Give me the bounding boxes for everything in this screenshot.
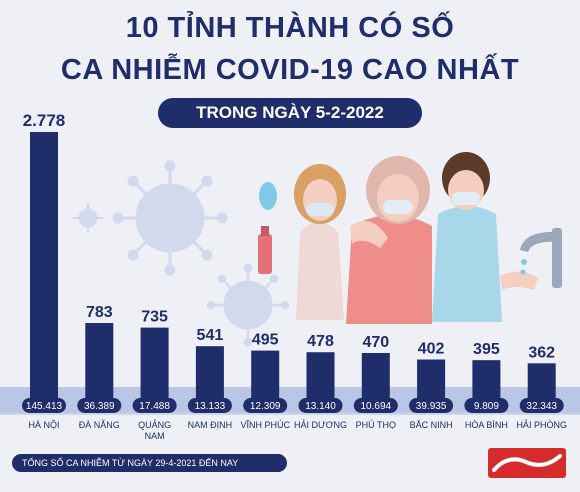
axis-band-shadow (0, 413, 580, 415)
value-label-0: 2.778 (23, 111, 66, 130)
value-label-1: 783 (86, 304, 113, 321)
total-label-7: 39.935 (416, 401, 447, 412)
total-label-4: 12.309 (250, 401, 281, 412)
virus-small-icon (206, 263, 290, 347)
category-label-9: HẢI PHÒNG (516, 419, 567, 430)
category-label-2-line-1: NAM (145, 431, 165, 441)
total-label-3: 13.133 (195, 401, 226, 412)
total-label-5: 13.140 (305, 401, 336, 412)
bar-2 (140, 327, 169, 398)
category-label-1: ĐÀ NẴNG (79, 419, 120, 430)
category-label-6: PHÚ THỌ (356, 420, 396, 430)
category-label-5: HẢI DƯƠNG (294, 419, 347, 430)
tuoi-tre-logo (488, 448, 566, 478)
category-label-2-line-0: QUẢNG (138, 419, 171, 430)
total-pill-6 (353, 398, 398, 413)
value-label-7: 402 (418, 341, 445, 358)
total-label-8: 9.809 (474, 401, 499, 412)
chart-title-line-2: CA NHIỄM COVID-19 CAO NHẤT (60, 54, 520, 86)
total-pill-4 (243, 398, 288, 413)
virus-large-icon (112, 160, 228, 276)
total-label-6: 10.694 (361, 401, 392, 412)
total-pill-1 (77, 398, 122, 413)
person-spraying-icon (258, 164, 346, 320)
value-label-2: 735 (141, 309, 168, 326)
bar-5 (306, 352, 335, 398)
total-cases-footnote: TỔNG SỐ CA NHIỄM TỪ NGÀY 29-4-2021 ĐẾN N… (12, 454, 287, 472)
bar-3 (195, 346, 224, 398)
total-pill-3 (187, 398, 232, 413)
faucet-icon (520, 228, 562, 288)
value-label-9: 362 (528, 344, 555, 361)
bars-layer (30, 132, 556, 398)
total-pill-7 (409, 398, 454, 413)
value-label-8: 395 (473, 341, 500, 358)
value-label-6: 470 (362, 334, 389, 351)
category-label-4: VĨNH PHÚC (240, 420, 290, 430)
value-label-3: 541 (197, 327, 224, 344)
totals-layer: 145.413 36.389 17.488 13.133 12.309 13.140 10.… (22, 398, 564, 413)
person-washing-hands-icon (432, 152, 538, 322)
bar-8 (472, 360, 501, 398)
value-label-5: 478 (307, 333, 334, 350)
bar-6 (361, 352, 390, 398)
total-pill-5 (298, 398, 343, 413)
category-label-7: BẮC NINH (410, 420, 453, 430)
total-label-2: 17.488 (139, 401, 170, 412)
category-label-8: HÒA BÌNH (465, 420, 508, 430)
total-pill-0 (22, 398, 66, 413)
person-center-icon (346, 156, 432, 324)
people-with-masks-illustration (258, 152, 562, 324)
bar-4 (251, 350, 280, 398)
date-subtitle-pill: TRONG NGÀY 5-2-2022 (158, 98, 422, 128)
total-label-9: 32.343 (526, 401, 557, 412)
total-pill-2 (132, 398, 177, 413)
total-pill-9 (519, 398, 564, 413)
virus-tiny-icon (73, 203, 103, 233)
virus-illustration (73, 160, 290, 347)
total-pill-8 (464, 398, 509, 413)
total-label-1: 36.389 (84, 401, 115, 412)
category-label-0: HÀ NỘI (28, 420, 59, 430)
bar-0 (30, 132, 58, 398)
value-label-4: 495 (252, 332, 279, 349)
category-label-3: NAM ĐỊNH (188, 420, 233, 430)
bar-1 (85, 323, 114, 398)
chart-title-line-1: 10 TỈNH THÀNH CÓ SỐ (125, 12, 455, 44)
total-label-0: 145.413 (26, 401, 63, 412)
value-labels-layer: 2.778 783 735 541 495 478 470 402 395 362 (23, 111, 555, 361)
bar-9 (527, 363, 556, 398)
bar-7 (417, 359, 446, 398)
